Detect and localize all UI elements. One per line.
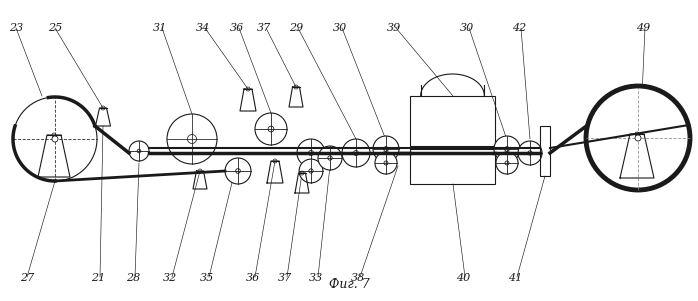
Text: 23: 23 (9, 23, 23, 33)
Circle shape (129, 141, 149, 161)
Text: 37: 37 (257, 23, 271, 33)
Text: 32: 32 (163, 273, 177, 283)
Text: 27: 27 (20, 273, 34, 283)
Circle shape (297, 139, 325, 167)
Circle shape (586, 86, 690, 190)
Circle shape (167, 114, 217, 164)
Text: 36: 36 (230, 23, 244, 33)
Circle shape (255, 113, 287, 145)
Circle shape (299, 159, 323, 183)
Text: Фиг. 7: Фиг. 7 (329, 278, 369, 291)
Circle shape (375, 152, 397, 174)
Circle shape (318, 146, 342, 170)
Text: 33: 33 (309, 273, 323, 283)
Text: 38: 38 (351, 273, 365, 283)
Circle shape (52, 136, 58, 142)
Bar (410, 149, 495, 184)
Text: 35: 35 (200, 273, 214, 283)
Text: 39: 39 (387, 23, 401, 33)
Text: 40: 40 (456, 273, 470, 283)
Text: 41: 41 (508, 273, 522, 283)
Circle shape (635, 135, 641, 141)
Circle shape (494, 136, 520, 162)
Text: 21: 21 (91, 273, 105, 283)
Text: 42: 42 (512, 23, 526, 33)
Circle shape (13, 97, 97, 181)
Text: 30: 30 (333, 23, 347, 33)
Text: 37: 37 (278, 273, 292, 283)
Circle shape (496, 152, 518, 174)
Text: 49: 49 (636, 23, 650, 33)
Text: 30: 30 (460, 23, 474, 33)
Text: 29: 29 (289, 23, 303, 33)
Text: 34: 34 (196, 23, 210, 33)
Circle shape (373, 136, 399, 162)
Circle shape (518, 141, 542, 165)
Text: 28: 28 (126, 273, 140, 283)
Bar (540, 126, 550, 176)
Text: 25: 25 (48, 23, 62, 33)
Circle shape (225, 158, 251, 184)
Text: 31: 31 (153, 23, 167, 33)
Bar (410, 96, 495, 146)
Circle shape (342, 139, 370, 167)
Text: 36: 36 (246, 273, 260, 283)
